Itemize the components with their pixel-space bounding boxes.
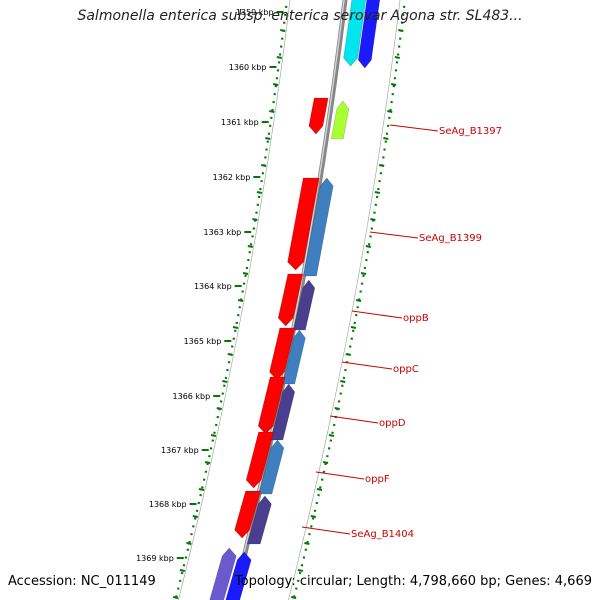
minor-tick	[340, 380, 346, 383]
minor-tick	[390, 83, 397, 86]
minor-tick	[227, 353, 233, 356]
minor-tick	[186, 542, 192, 545]
gene-label[interactable]: SeAg_B1404	[351, 529, 414, 540]
right-dotted-guide	[292, 0, 407, 600]
kbp-tick-label: 1364 kbp	[194, 282, 232, 291]
kbp-tick-label: 1368 kbp	[149, 500, 187, 509]
gene-lime-1397[interactable]	[330, 100, 350, 140]
minor-tick	[328, 434, 335, 437]
gene-label[interactable]: oppB	[403, 313, 429, 324]
gene-label-leader	[329, 415, 379, 424]
minor-tick	[232, 326, 239, 329]
gene-red-1399[interactable]	[287, 177, 320, 271]
kbp-tick-label: 1366 kbp	[173, 392, 211, 401]
gene-red-oppC[interactable]	[257, 376, 286, 435]
kbp-tick-label: 1365 kbp	[184, 337, 222, 346]
minor-tick	[198, 488, 205, 491]
minor-tick	[370, 218, 376, 221]
minor-tick	[192, 515, 198, 518]
minor-tick	[222, 380, 228, 383]
minor-tick	[276, 56, 282, 59]
gene-blue-bottom[interactable]	[223, 551, 252, 600]
gene-label-leader	[369, 231, 419, 239]
gene-navy-oppD[interactable]	[270, 383, 296, 441]
minor-tick	[272, 83, 279, 86]
minor-tick	[304, 542, 310, 545]
gene-red-1397a[interactable]	[308, 97, 329, 135]
minor-tick	[398, 29, 404, 32]
gene-label-leader	[301, 526, 351, 535]
minor-tick	[345, 353, 351, 356]
gene-red-oppF[interactable]	[234, 490, 261, 539]
minor-tick	[269, 110, 275, 113]
minor-tick	[394, 56, 400, 59]
minor-tick	[172, 596, 179, 599]
gene-label-leader	[341, 361, 393, 370]
minor-tick	[350, 326, 357, 329]
kbp-tick-label: 1361 kbp	[221, 118, 259, 127]
gene-label-leader	[351, 310, 403, 319]
kbp-tick-label: 1363 kbp	[204, 228, 242, 237]
gene-cyan-top[interactable]	[343, 0, 368, 67]
minor-tick	[210, 434, 217, 437]
minor-tick	[204, 461, 211, 464]
kbp-tick-label: 1362 kbp	[213, 173, 251, 182]
gene-label-leader	[389, 124, 439, 132]
minor-tick	[297, 569, 304, 572]
minor-tick	[374, 191, 381, 194]
minor-tick	[334, 407, 340, 410]
kbp-tick-label: 1367 kbp	[161, 446, 199, 455]
gene-label-leader	[315, 471, 365, 480]
minor-tick	[242, 272, 249, 275]
gene-blue-top[interactable]	[357, 0, 381, 69]
kbp-tick-label: 1369 kbp	[136, 554, 174, 563]
minor-tick	[365, 245, 372, 248]
minor-tick	[387, 110, 393, 113]
gene-label[interactable]: oppC	[393, 364, 419, 375]
minor-tick	[237, 299, 244, 302]
topology-text: Topology: circular; Length: 4,798,660 bp…	[234, 574, 592, 589]
minor-tick	[261, 164, 267, 167]
minor-tick	[360, 272, 367, 275]
minor-tick	[322, 461, 329, 464]
accession-text: Accession: NC_011149	[8, 574, 156, 589]
gene-red-oppD[interactable]	[245, 431, 274, 489]
minor-tick	[280, 29, 286, 32]
minor-tick	[265, 137, 271, 140]
minor-tick	[252, 218, 258, 221]
gene-teal-oppF[interactable]	[258, 439, 285, 495]
gene-red-oppB[interactable]	[269, 327, 296, 381]
minor-tick	[247, 245, 254, 248]
minor-tick	[379, 164, 385, 167]
minor-tick	[310, 515, 316, 518]
minor-tick	[355, 299, 362, 302]
minor-tick	[316, 488, 323, 491]
minor-tick	[216, 407, 222, 410]
gene-teal-1399[interactable]	[303, 177, 334, 277]
minor-tick	[290, 596, 297, 599]
minor-tick	[383, 137, 389, 140]
gene-label[interactable]: SeAg_B1397	[439, 126, 502, 137]
kbp-tick-label: 1359 kbp	[236, 8, 274, 17]
minor-tick	[179, 569, 186, 572]
gene-label[interactable]: oppD	[379, 418, 406, 429]
genome-title: Salmonella enterica subsp. enterica sero…	[77, 8, 523, 24]
kbp-tick-label: 1360 kbp	[229, 63, 267, 72]
gene-label[interactable]: SeAg_B1399	[419, 233, 482, 244]
minor-tick	[256, 191, 263, 194]
gene-red-oppA[interactable]	[277, 273, 304, 327]
gene-violet-bottom[interactable]	[207, 547, 237, 600]
gene-navy-1404[interactable]	[246, 495, 272, 545]
left-dotted-guide	[174, 0, 289, 600]
gene-label[interactable]: oppF	[365, 474, 390, 485]
